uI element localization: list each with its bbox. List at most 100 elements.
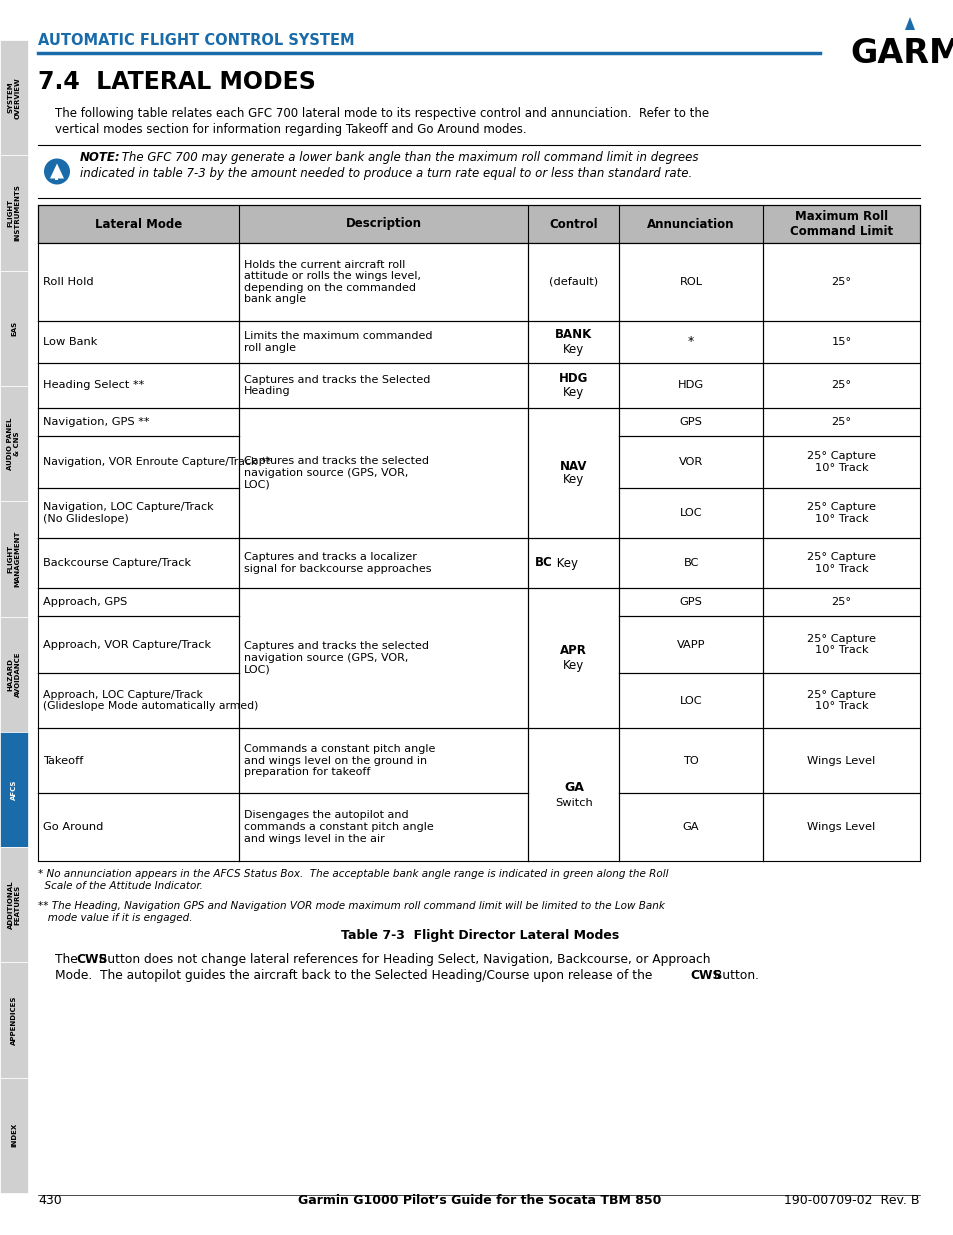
Text: BANK: BANK — [555, 329, 592, 342]
Text: 25°: 25° — [831, 597, 851, 606]
Text: GPS: GPS — [679, 417, 701, 427]
Text: The GFC 700 may generate a lower bank angle than the maximum roll command limit : The GFC 700 may generate a lower bank an… — [118, 151, 698, 164]
Text: CWS: CWS — [76, 953, 107, 966]
Text: The following table relates each GFC 700 lateral mode to its respective control : The following table relates each GFC 700… — [55, 107, 708, 120]
Bar — [0, 270, 28, 385]
Text: AUDIO PANEL
& CNS: AUDIO PANEL & CNS — [8, 417, 20, 469]
Text: (default): (default) — [549, 277, 598, 287]
Text: Navigation, LOC Capture/Track
(No Glideslope): Navigation, LOC Capture/Track (No Glides… — [43, 503, 213, 524]
Text: Mode.  The autopilot guides the aircraft back to the Selected Heading/Course upo: Mode. The autopilot guides the aircraft … — [55, 969, 656, 982]
Text: 430: 430 — [38, 1194, 62, 1207]
Bar — [38, 205, 919, 243]
Text: 25°: 25° — [831, 417, 851, 427]
Text: Control: Control — [549, 217, 598, 231]
Text: VOR: VOR — [679, 457, 702, 467]
Polygon shape — [904, 17, 914, 30]
Text: Key: Key — [562, 658, 584, 672]
Text: Navigation, GPS **: Navigation, GPS ** — [43, 417, 150, 427]
Text: Captures and tracks the selected
navigation source (GPS, VOR,
LOC): Captures and tracks the selected navigat… — [244, 457, 429, 489]
Circle shape — [44, 158, 70, 184]
Text: Table 7-3  Flight Director Lateral Modes: Table 7-3 Flight Director Lateral Modes — [340, 929, 618, 942]
Text: Captures and tracks the Selected
Heading: Captures and tracks the Selected Heading — [244, 374, 430, 396]
Text: EAS: EAS — [11, 321, 17, 336]
Text: Navigation, VOR Enroute Capture/Track **: Navigation, VOR Enroute Capture/Track ** — [43, 457, 272, 467]
Text: SYSTEM
OVERVIEW: SYSTEM OVERVIEW — [8, 77, 20, 119]
Text: *: * — [687, 336, 694, 348]
Text: 25° Capture
10° Track: 25° Capture 10° Track — [806, 552, 875, 574]
Text: Go Around: Go Around — [43, 823, 103, 832]
Text: Annunciation: Annunciation — [647, 217, 734, 231]
Text: 25°: 25° — [831, 380, 851, 390]
Text: Limits the maximum commanded
roll angle: Limits the maximum commanded roll angle — [244, 331, 432, 353]
Text: INDEX: INDEX — [11, 1123, 17, 1147]
Bar — [0, 156, 28, 270]
Bar — [0, 385, 28, 501]
Text: Maximum Roll
Command Limit: Maximum Roll Command Limit — [789, 210, 892, 238]
Text: VAPP: VAPP — [677, 640, 704, 650]
Text: GPS: GPS — [679, 597, 701, 606]
Text: 7.4  LATERAL MODES: 7.4 LATERAL MODES — [38, 70, 315, 94]
Text: Roll Hold: Roll Hold — [43, 277, 93, 287]
Text: 15°: 15° — [830, 337, 851, 347]
Text: Commands a constant pitch angle
and wings level on the ground in
preparation for: Commands a constant pitch angle and wing… — [244, 743, 435, 777]
Text: Captures and tracks the selected
navigation source (GPS, VOR,
LOC): Captures and tracks the selected navigat… — [244, 641, 429, 674]
Text: Heading Select **: Heading Select ** — [43, 380, 144, 390]
Text: APR: APR — [559, 645, 587, 657]
Text: LOC: LOC — [679, 695, 701, 705]
Text: The: The — [55, 953, 82, 966]
Text: ADDITIONAL
FEATURES: ADDITIONAL FEATURES — [8, 881, 20, 929]
Text: 25°: 25° — [831, 277, 851, 287]
Text: TO: TO — [682, 756, 699, 766]
Bar — [55, 177, 58, 179]
Text: GA: GA — [682, 823, 699, 832]
Polygon shape — [50, 163, 64, 179]
Text: vertical modes section for information regarding Takeoff and Go Around modes.: vertical modes section for information r… — [55, 124, 526, 136]
Text: HDG: HDG — [558, 372, 588, 385]
Text: Garmin G1000 Pilot’s Guide for the Socata TBM 850: Garmin G1000 Pilot’s Guide for the Socat… — [298, 1194, 661, 1207]
Text: Wings Level: Wings Level — [806, 823, 875, 832]
Text: Key: Key — [562, 473, 584, 487]
Bar — [0, 501, 28, 616]
Text: Approach, GPS: Approach, GPS — [43, 597, 127, 606]
Text: LOC: LOC — [679, 508, 701, 517]
Text: Button does not change lateral references for Heading Select, Navigation, Backco: Button does not change lateral reference… — [95, 953, 710, 966]
Text: Description: Description — [345, 217, 421, 231]
Text: Captures and tracks a localizer
signal for backcourse approaches: Captures and tracks a localizer signal f… — [244, 552, 431, 574]
Bar — [0, 40, 28, 156]
Bar — [0, 962, 28, 1078]
Text: Key: Key — [562, 387, 584, 399]
Text: Low Bank: Low Bank — [43, 337, 97, 347]
Text: HDG: HDG — [678, 380, 703, 390]
Text: ROL: ROL — [679, 277, 701, 287]
Bar — [0, 1078, 28, 1193]
Bar — [0, 616, 28, 732]
Text: indicated in table 7-3 by the amount needed to produce a turn rate equal to or l: indicated in table 7-3 by the amount nee… — [80, 167, 692, 180]
Text: Holds the current aircraft roll
attitude or rolls the wings level,
depending on : Holds the current aircraft roll attitude… — [244, 259, 420, 304]
Text: Lateral Mode: Lateral Mode — [94, 217, 182, 231]
Text: Wings Level: Wings Level — [806, 756, 875, 766]
Text: AUTOMATIC FLIGHT CONTROL SYSTEM: AUTOMATIC FLIGHT CONTROL SYSTEM — [38, 33, 355, 48]
Text: Key: Key — [562, 342, 584, 356]
Text: NAV: NAV — [559, 459, 587, 473]
Text: * No annunciation appears in the AFCS Status Box.  The acceptable bank angle ran: * No annunciation appears in the AFCS St… — [38, 869, 668, 890]
Text: 190-00709-02  Rev. B: 190-00709-02 Rev. B — [783, 1194, 919, 1207]
Text: 25° Capture
10° Track: 25° Capture 10° Track — [806, 689, 875, 711]
Bar — [0, 847, 28, 962]
Text: 25° Capture
10° Track: 25° Capture 10° Track — [806, 634, 875, 656]
Text: FLIGHT
MANAGEMENT: FLIGHT MANAGEMENT — [8, 531, 20, 587]
Text: BC: BC — [682, 558, 699, 568]
Text: 25° Capture
10° Track: 25° Capture 10° Track — [806, 451, 875, 473]
Text: Switch: Switch — [555, 798, 592, 808]
Text: APPENDICES: APPENDICES — [11, 995, 17, 1045]
Text: Takeoff: Takeoff — [43, 756, 83, 766]
Text: Disengages the autopilot and
commands a constant pitch angle
and wings level in : Disengages the autopilot and commands a … — [244, 810, 434, 844]
Text: Approach, LOC Capture/Track
(Glideslope Mode automatically armed): Approach, LOC Capture/Track (Glideslope … — [43, 689, 258, 711]
Text: Approach, VOR Capture/Track: Approach, VOR Capture/Track — [43, 640, 211, 650]
Text: AFCS: AFCS — [11, 779, 17, 799]
Text: GARMIN: GARMIN — [849, 37, 953, 70]
Text: HAZARD
AVOIDANCE: HAZARD AVOIDANCE — [8, 651, 20, 697]
Text: NOTE:: NOTE: — [80, 151, 120, 164]
Text: Key: Key — [553, 557, 578, 569]
Text: FLIGHT
INSTRUMENTS: FLIGHT INSTRUMENTS — [8, 184, 20, 241]
Text: CWS: CWS — [689, 969, 720, 982]
